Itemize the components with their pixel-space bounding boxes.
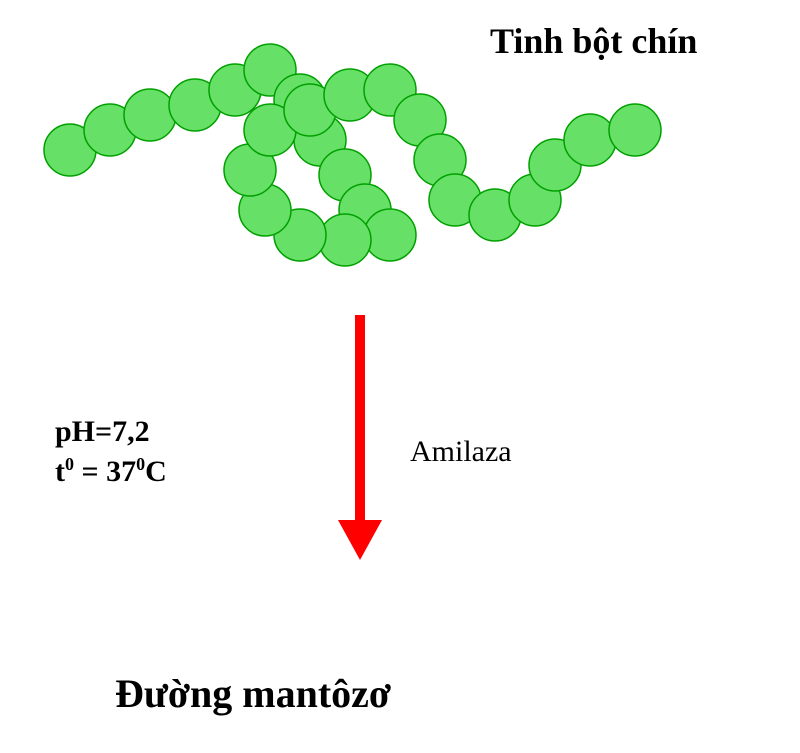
temp-prefix: t <box>55 455 65 488</box>
temp-mid: = 37 <box>74 455 136 488</box>
glucose-unit <box>564 114 616 166</box>
glucose-unit <box>124 89 176 141</box>
temp-sup1: 0 <box>65 454 74 474</box>
temp-suffix: C <box>145 455 167 488</box>
starch-title-label: Tinh bột chín <box>490 20 697 62</box>
ph-label: pH=7,2 <box>55 415 150 449</box>
temperature-label: t0 = 370C <box>55 455 167 489</box>
temp-sup2: 0 <box>136 454 145 474</box>
product-label: Đường mantôzơ <box>115 670 391 717</box>
glucose-unit <box>609 104 661 156</box>
reaction-arrow <box>338 315 382 560</box>
diagram-canvas <box>0 0 800 753</box>
enzyme-label: Amilaza <box>410 435 512 469</box>
starch-chain <box>44 44 661 266</box>
glucose-unit <box>319 214 371 266</box>
glucose-unit <box>364 209 416 261</box>
